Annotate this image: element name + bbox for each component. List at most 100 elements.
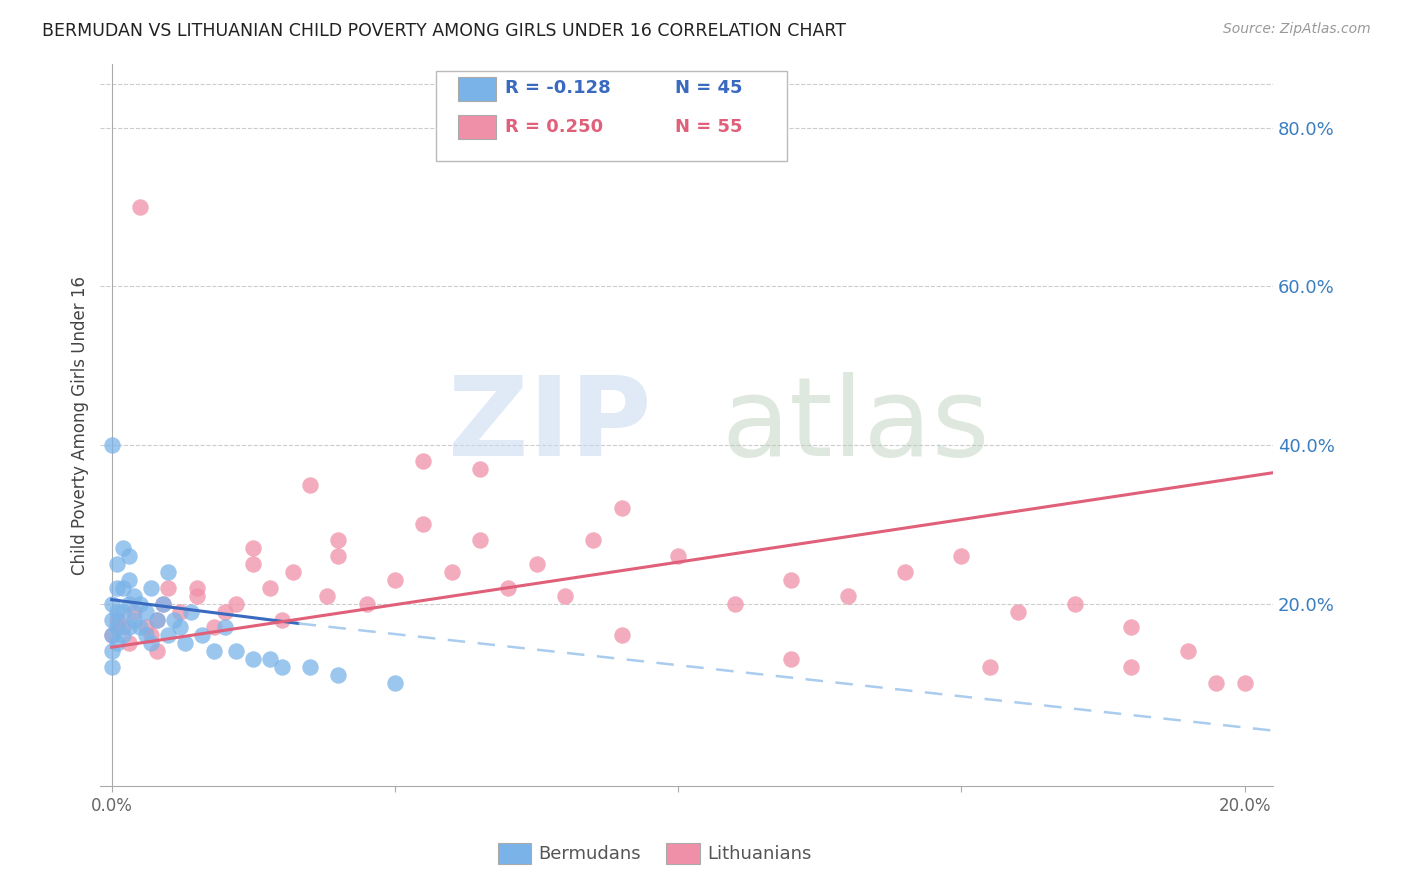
- Point: [152, 597, 174, 611]
- Point: [100, 644, 122, 658]
- Point: [1121, 660, 1143, 674]
- Point: [100, 660, 122, 674]
- Text: R = 0.250: R = 0.250: [505, 118, 603, 136]
- Point: [105, 620, 128, 634]
- Point: [780, 573, 803, 587]
- Point: [100, 613, 122, 627]
- Point: [174, 636, 197, 650]
- Point: [100, 438, 122, 452]
- Point: [298, 660, 321, 674]
- Point: [163, 613, 186, 627]
- Point: [780, 652, 803, 666]
- Point: [118, 549, 141, 563]
- Point: [1205, 676, 1227, 690]
- Point: [298, 477, 321, 491]
- Point: [100, 628, 122, 642]
- Point: [118, 620, 141, 634]
- Point: [141, 636, 163, 650]
- Point: [152, 597, 174, 611]
- Point: [225, 597, 247, 611]
- Point: [124, 605, 146, 619]
- Point: [1007, 605, 1029, 619]
- Point: [146, 613, 169, 627]
- Point: [412, 517, 434, 532]
- Point: [837, 589, 859, 603]
- Point: [468, 461, 491, 475]
- Point: [129, 597, 152, 611]
- Point: [202, 644, 225, 658]
- Point: [582, 533, 605, 548]
- Text: N = 45: N = 45: [675, 79, 742, 97]
- Point: [111, 620, 134, 634]
- Point: [979, 660, 1001, 674]
- Point: [100, 597, 122, 611]
- Point: [270, 613, 292, 627]
- Point: [316, 589, 339, 603]
- Point: [105, 605, 128, 619]
- Point: [135, 605, 157, 619]
- Point: [259, 652, 281, 666]
- Point: [214, 605, 236, 619]
- Point: [129, 200, 152, 214]
- Point: [169, 605, 191, 619]
- Point: [526, 557, 548, 571]
- Point: [440, 565, 463, 579]
- Point: [214, 620, 236, 634]
- Point: [157, 581, 180, 595]
- Point: [157, 628, 180, 642]
- Point: [1121, 620, 1143, 634]
- Point: [118, 597, 141, 611]
- Point: [328, 533, 350, 548]
- Point: [356, 597, 378, 611]
- Point: [666, 549, 689, 563]
- Point: [1177, 644, 1199, 658]
- Point: [242, 541, 264, 555]
- Point: [328, 549, 350, 563]
- Point: [610, 501, 633, 516]
- Text: BERMUDAN VS LITHUANIAN CHILD POVERTY AMONG GIRLS UNDER 16 CORRELATION CHART: BERMUDAN VS LITHUANIAN CHILD POVERTY AMO…: [42, 22, 846, 40]
- Point: [135, 620, 157, 634]
- Point: [468, 533, 491, 548]
- Point: [146, 644, 169, 658]
- Point: [111, 628, 134, 642]
- Point: [259, 581, 281, 595]
- Point: [100, 628, 122, 642]
- Text: Bermudans: Bermudans: [538, 845, 641, 863]
- Point: [724, 597, 747, 611]
- Point: [242, 557, 264, 571]
- Point: [124, 589, 146, 603]
- Point: [225, 644, 247, 658]
- Point: [105, 636, 128, 650]
- Text: R = -0.128: R = -0.128: [505, 79, 610, 97]
- Point: [186, 589, 208, 603]
- Point: [328, 668, 350, 682]
- Point: [111, 605, 134, 619]
- Point: [118, 573, 141, 587]
- Text: Source: ZipAtlas.com: Source: ZipAtlas.com: [1223, 22, 1371, 37]
- Point: [610, 628, 633, 642]
- Text: Lithuanians: Lithuanians: [707, 845, 811, 863]
- Point: [191, 628, 214, 642]
- Text: N = 55: N = 55: [675, 118, 742, 136]
- Point: [894, 565, 917, 579]
- Point: [242, 652, 264, 666]
- Point: [1233, 676, 1256, 690]
- Point: [384, 573, 406, 587]
- Point: [146, 613, 169, 627]
- Point: [1063, 597, 1085, 611]
- Point: [412, 454, 434, 468]
- Point: [180, 605, 202, 619]
- Point: [169, 620, 191, 634]
- Point: [118, 636, 141, 650]
- Point: [554, 589, 576, 603]
- Point: [496, 581, 519, 595]
- Point: [111, 541, 134, 555]
- Point: [384, 676, 406, 690]
- Y-axis label: Child Poverty Among Girls Under 16: Child Poverty Among Girls Under 16: [72, 276, 89, 574]
- Point: [141, 581, 163, 595]
- Point: [202, 620, 225, 634]
- Text: ZIP: ZIP: [449, 372, 651, 479]
- Point: [124, 613, 146, 627]
- Text: atlas: atlas: [721, 372, 990, 479]
- Point: [186, 581, 208, 595]
